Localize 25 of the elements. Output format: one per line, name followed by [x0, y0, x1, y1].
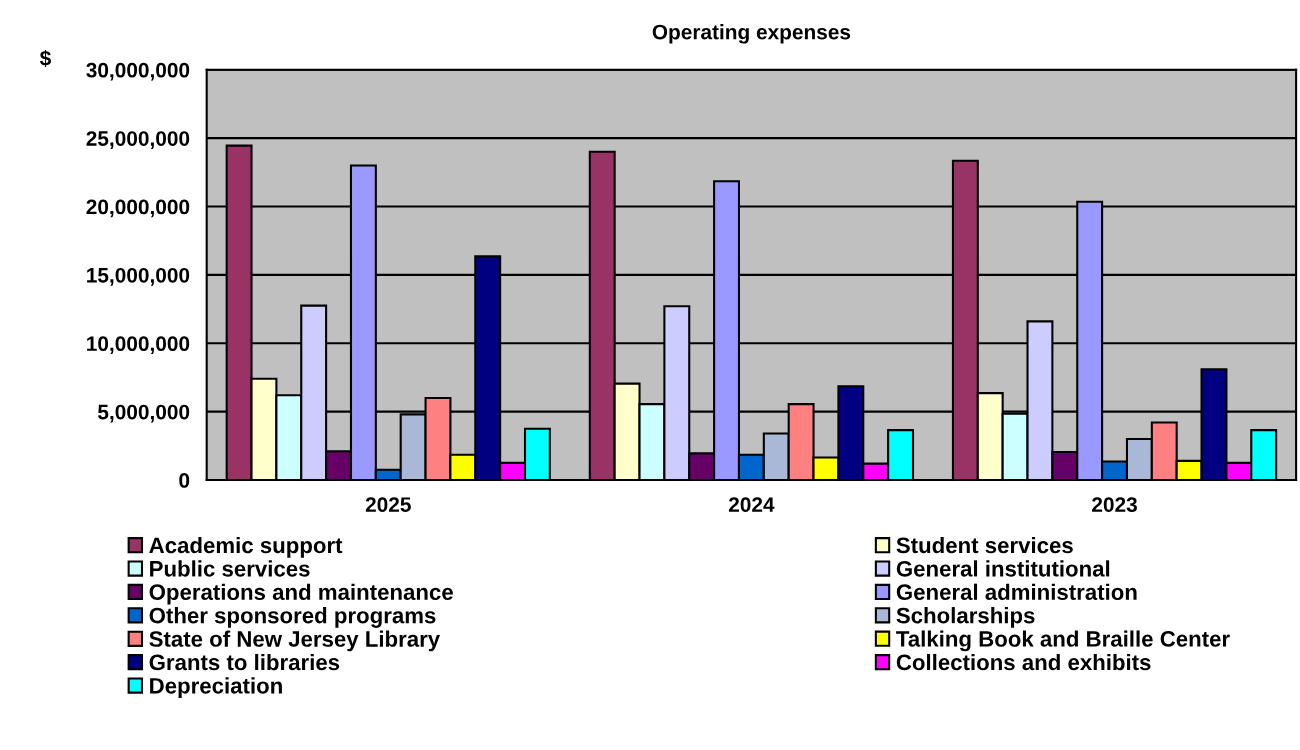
y-tick-label: 30,000,000: [86, 62, 190, 81]
y-tick-label: 20,000,000: [86, 199, 190, 218]
x-tick-label: 2025: [365, 497, 411, 512]
legend-label: Public services: [150, 560, 310, 577]
y-tick-label: 10,000,000: [87, 336, 190, 355]
legend-label: General institutional: [896, 560, 1110, 577]
legend-label: Depreciation: [150, 677, 282, 699]
x-tick-label: 2024: [728, 497, 775, 512]
legend-label: State of New Jersey Library: [149, 630, 441, 652]
chart-title: Operating expenses: [652, 24, 851, 44]
legend-label: General administration: [896, 583, 1137, 601]
y-tick-label: 15,000,000: [87, 267, 190, 286]
legend-label: Other sponsored programs: [149, 607, 436, 628]
legend-label: Operations and maintenance: [149, 583, 453, 605]
x-tick-label: 2023: [1092, 497, 1137, 512]
y-tick-label: 5,000,000: [98, 404, 190, 423]
y-tick-label: 0: [179, 473, 190, 488]
y-tick-label: 25,000,000: [86, 131, 190, 149]
legend-label: Academic support: [149, 536, 343, 558]
legend-label: Scholarships: [896, 607, 1035, 628]
legend-label: Collections and exhibits: [896, 653, 1151, 671]
legend-label: Student services: [896, 536, 1073, 554]
y-axis-title: $: [39, 49, 51, 67]
legend-label: Talking Book and Braille Center: [896, 630, 1230, 652]
legend-label: Grants to libraries: [149, 653, 340, 671]
